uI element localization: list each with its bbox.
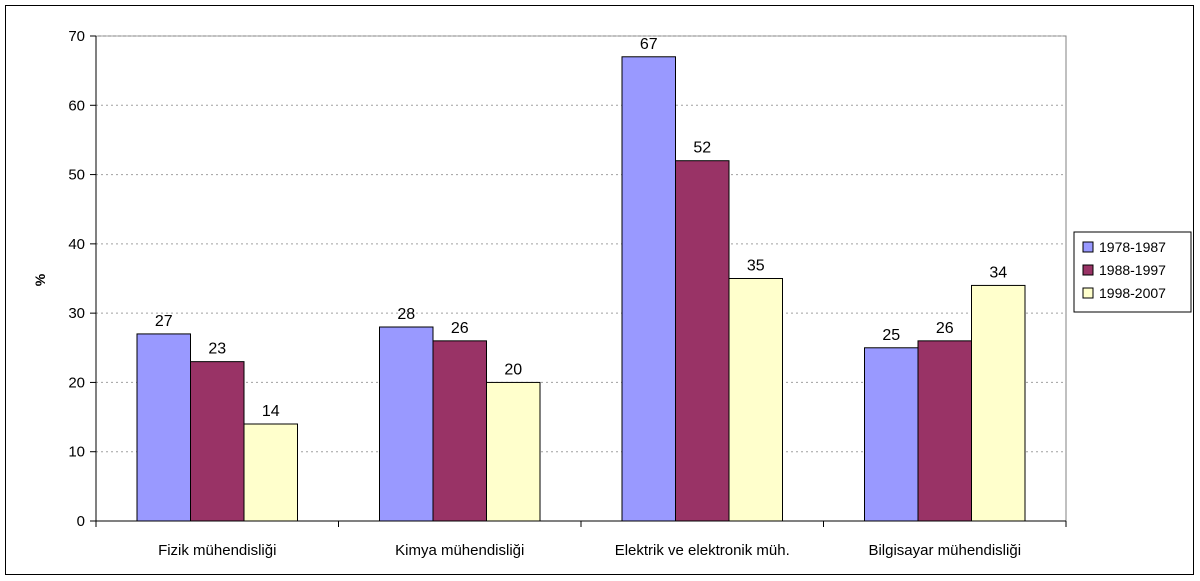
data-label: 34 <box>989 264 1007 281</box>
legend-swatch <box>1082 241 1094 253</box>
x-category-label: Fizik mühendisliği <box>158 542 276 559</box>
data-label: 23 <box>208 341 226 358</box>
legend-label: 1978-1987 <box>1099 239 1166 255</box>
y-tick-label: 30 <box>68 305 85 322</box>
y-tick-label: 20 <box>68 374 85 391</box>
data-label: 35 <box>747 258 765 275</box>
legend-label: 1998-2007 <box>1099 285 1166 301</box>
bar <box>190 361 245 522</box>
data-label: 27 <box>155 313 173 330</box>
y-tick-label: 10 <box>68 444 85 461</box>
bar <box>971 284 1026 522</box>
bars <box>136 56 1026 522</box>
data-label: 26 <box>451 320 469 337</box>
bar <box>243 423 298 522</box>
x-category-label: Elektrik ve elektronik müh. <box>615 542 790 559</box>
legend-swatch <box>1082 264 1094 276</box>
x-category-label: Kimya mühendisliği <box>395 542 524 559</box>
data-label: 28 <box>397 306 415 323</box>
bar <box>379 326 434 522</box>
data-label: 26 <box>936 320 954 337</box>
data-label: 20 <box>504 361 522 378</box>
bar <box>728 278 783 522</box>
data-label: 52 <box>693 140 711 157</box>
bar <box>675 160 730 522</box>
bar <box>864 347 919 522</box>
labels: 0 10 20 30 40 50 60 70 27 23 14 Fizik mühendisliği 2… <box>68 28 1021 559</box>
y-axis-title: % <box>32 273 48 286</box>
data-label: 25 <box>882 327 900 344</box>
data-label: 14 <box>262 403 280 420</box>
legend: 1978-1987 1988-1997 1998-2007 <box>1073 231 1192 313</box>
y-tick-label: 0 <box>77 513 85 530</box>
y-tick-label: 60 <box>68 97 85 114</box>
y-tick-label: 70 <box>68 28 85 45</box>
legend-label: 1988-1997 <box>1099 262 1166 278</box>
bar <box>432 340 487 522</box>
y-tick-label: 40 <box>68 236 85 253</box>
y-tick-label: 50 <box>68 167 85 184</box>
legend-swatch <box>1082 287 1094 299</box>
bar <box>486 381 541 522</box>
bar <box>136 333 191 522</box>
x-category-label: Bilgisayar mühendisliği <box>868 542 1021 559</box>
bar <box>917 340 972 522</box>
axes <box>90 35 1067 527</box>
data-label: 67 <box>640 36 658 53</box>
bar <box>621 56 676 522</box>
